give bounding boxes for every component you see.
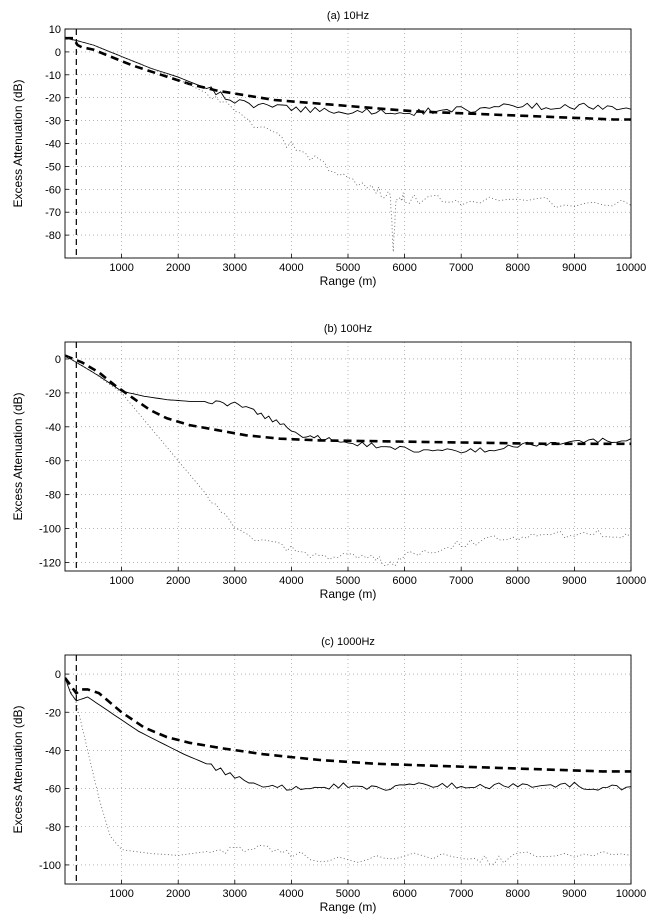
y-axis-label: Excess Attenuation (dB) [11,79,25,207]
y-tick-label: -100 [39,860,61,872]
y-tick-label: -40 [45,139,61,151]
chart-1: 1000 2000 3000 4000 5000 6000 7000 8000 9000 1000… [11,10,646,288]
x-tick-label: 6000 [392,262,416,274]
plot-area [65,655,631,884]
series-dashed [65,36,631,121]
x-tick-label: 4000 [279,888,303,900]
x-tick-label: 3000 [223,262,247,274]
plot-frame [64,341,632,572]
y-tick-label: 10 [49,24,61,36]
x-tick-label: 1000 [109,262,133,274]
y-tick-label: -80 [45,822,61,834]
chart-title: (a) 10Hz [327,10,369,22]
x-tick-label: 4000 [279,575,303,587]
chart-2: 1000 2000 3000 4000 5000 6000 7000 8000 9000 1000… [11,323,646,601]
y-tick-label: -50 [45,161,61,173]
y-tick-label: -30 [45,116,61,128]
y-tick-label: 0 [55,354,61,366]
y-tick-label: -60 [45,456,61,468]
x-tick-label: 9000 [562,888,586,900]
x-tick-label: 4000 [279,262,303,274]
y-tick-label: -40 [45,745,61,757]
x-axis-label: Range (m) [320,274,377,288]
x-tick-label: 8000 [506,888,530,900]
x-tick-label: 2000 [166,575,190,587]
y-tick-label: -60 [45,784,61,796]
chart-title: (b) 100Hz [324,323,372,335]
series-dashed [65,677,631,773]
x-tick-label: 7000 [449,262,473,274]
y-tick-label: -10 [45,70,61,82]
x-tick-label: 6000 [392,575,416,587]
chart-3: 1000 2000 3000 4000 5000 6000 7000 8000 9000 1000… [11,636,646,914]
x-tick-label: 1000 [109,575,133,587]
x-tick-label: 5000 [336,888,360,900]
x-tick-label: 10000 [616,888,647,900]
x-tick-label: 5000 [336,262,360,274]
plot-frame [64,654,632,885]
y-tick-label: -70 [45,207,61,219]
x-tick-label: 8000 [506,575,530,587]
y-tick-label: 0 [55,47,61,59]
x-tick-label: 9000 [562,575,586,587]
y-tick-label: -100 [39,524,61,536]
x-tick-label: 2000 [166,262,190,274]
series-solid [65,37,631,117]
x-tick-label: 5000 [336,575,360,587]
x-tick-label: 10000 [616,262,647,274]
y-tick-label: 0 [55,669,61,681]
x-tick-label: 8000 [506,262,530,274]
x-tick-label: 7000 [449,575,473,587]
series-dotted [65,679,631,865]
chart-title: (c) 1000Hz [321,636,375,648]
x-tick-label: 2000 [166,888,190,900]
plot-frame [64,28,632,259]
y-tick-label: -20 [45,707,61,719]
y-axis-label: Excess Attenuation (dB) [11,392,25,520]
x-tick-label: 3000 [223,888,247,900]
x-axis-label: Range (m) [320,587,377,601]
x-tick-label: 7000 [449,888,473,900]
series-solid [65,355,631,454]
plot-area [65,29,631,258]
y-tick-label: -120 [39,558,61,570]
y-tick-label: -20 [45,93,61,105]
y-axis-label: Excess Attenuation (dB) [11,705,25,833]
y-tick-label: -80 [45,230,61,242]
plot-area [65,342,631,571]
y-tick-label: -80 [45,490,61,502]
x-tick-label: 1000 [109,888,133,900]
y-tick-label: -40 [45,422,61,434]
series-dotted [65,355,631,567]
x-tick-label: 9000 [562,262,586,274]
x-axis-label: Range (m) [320,900,377,914]
series-dashed [65,354,631,446]
series-solid [65,677,631,791]
x-tick-label: 3000 [223,575,247,587]
x-tick-label: 10000 [616,575,647,587]
x-tick-label: 6000 [392,888,416,900]
y-tick-label: -60 [45,184,61,196]
y-tick-label: -20 [45,388,61,400]
